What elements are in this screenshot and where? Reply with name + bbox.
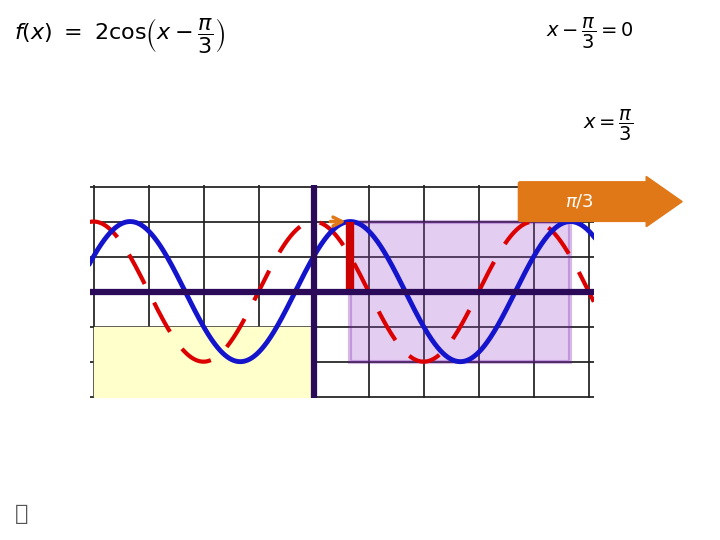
Text: $x = \dfrac{\pi}{3}$: $x = \dfrac{\pi}{3}$ — [583, 108, 634, 143]
Text: ⏮: ⏮ — [14, 504, 28, 524]
Text: $f(x)\ =\ 2\cos\!\left(x-\dfrac{\pi}{3}\right)$: $f(x)\ =\ 2\cos\!\left(x-\dfrac{\pi}{3}\… — [14, 16, 225, 55]
Text: $\pi/3$: $\pi/3$ — [565, 193, 594, 211]
Bar — [94, 327, 314, 397]
Polygon shape — [647, 177, 682, 227]
Text: $x - \dfrac{\pi}{3} = 0$: $x - \dfrac{\pi}{3} = 0$ — [546, 16, 634, 51]
Bar — [351, 221, 570, 362]
FancyBboxPatch shape — [518, 182, 648, 221]
